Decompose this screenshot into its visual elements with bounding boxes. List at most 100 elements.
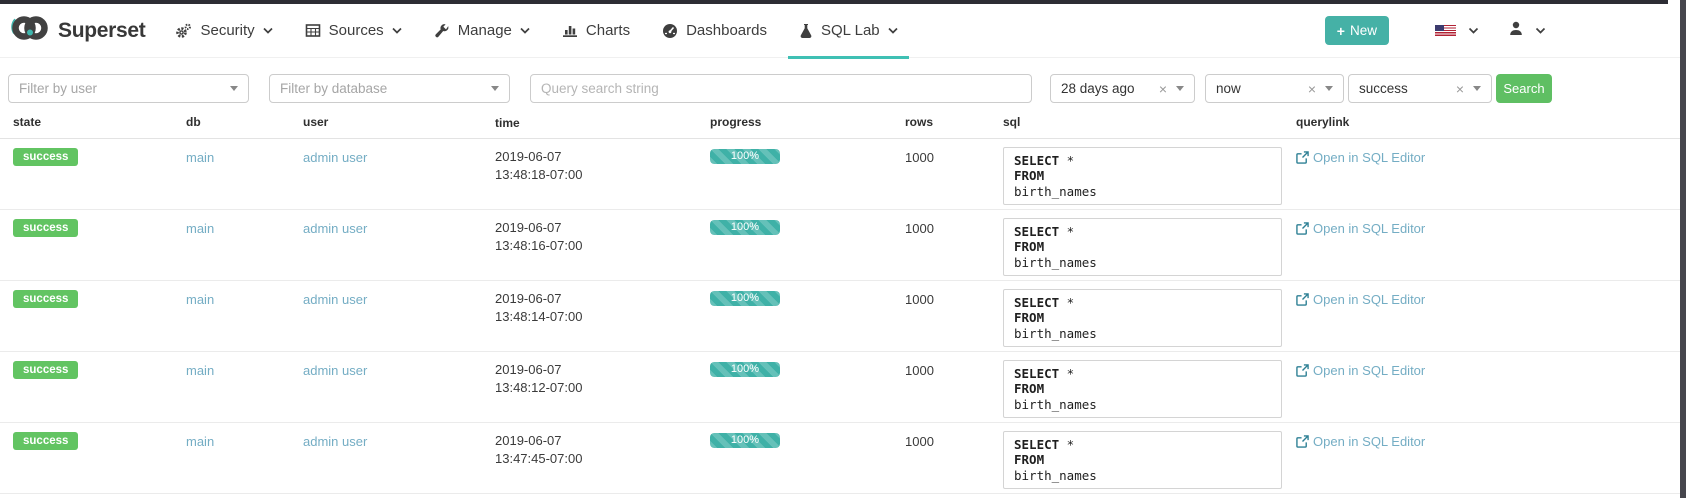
nav-item-label: Security <box>200 22 255 39</box>
sql-code-box: SELECT * FROM birth_names <box>1003 217 1282 277</box>
nav-item-dashboards[interactable]: Dashboards <box>646 4 783 58</box>
status-badge: success <box>13 360 79 379</box>
nav-item-label: Dashboards <box>686 22 767 39</box>
new-button-label: New <box>1349 23 1377 38</box>
state-cell: success <box>13 281 186 351</box>
progress-bar: 100% <box>710 148 780 164</box>
filter-by-user-placeholder: Filter by user <box>19 81 98 96</box>
open-in-sql-editor-link[interactable]: Open in SQL Editor <box>1296 150 1425 165</box>
dashboard-icon <box>662 23 678 39</box>
open-link-label: Open in SQL Editor <box>1313 291 1426 307</box>
navbar-right: + New <box>1324 16 1686 45</box>
infinity-logo-icon <box>10 13 50 48</box>
new-button[interactable]: + New <box>1324 16 1389 45</box>
superset-logo[interactable]: Superset <box>10 13 146 48</box>
query-table-header: state db user time progress rows sql que… <box>0 115 1686 139</box>
time-from-select[interactable]: 28 days ago × <box>1050 74 1195 103</box>
progress-bar: 100% <box>710 361 780 377</box>
open-link-label: Open in SQL Editor <box>1313 433 1426 449</box>
state-cell: success <box>13 423 186 493</box>
nav-item-sources[interactable]: Sources <box>289 4 418 58</box>
progress-bar: 100% <box>710 290 780 306</box>
progress-bar: 100% <box>710 219 780 235</box>
clear-icon[interactable]: × <box>1307 80 1316 97</box>
db-link[interactable]: main <box>186 149 215 165</box>
chevron-down-icon <box>392 27 402 34</box>
col-header-state: state <box>13 115 42 129</box>
language-selector[interactable] <box>1435 24 1479 37</box>
sql-keyword: SELECT <box>1014 294 1060 310</box>
chevron-down-icon <box>1535 27 1546 34</box>
filter-by-database-select[interactable]: Filter by database <box>269 74 510 103</box>
user-link[interactable]: admin user <box>303 220 368 236</box>
progress-cell: 100% <box>710 352 905 422</box>
status-badge: success <box>13 147 79 166</box>
sql-keyword: SELECT <box>1014 436 1060 452</box>
external-link-icon <box>1296 293 1309 306</box>
nav-item-label: Manage <box>457 22 512 39</box>
db-cell: main <box>186 352 303 422</box>
cogs-icon <box>175 23 192 39</box>
scrollbar[interactable] <box>1680 0 1686 498</box>
open-in-sql-editor-link[interactable]: Open in SQL Editor <box>1296 221 1425 236</box>
rows-cell: 1000 <box>905 433 934 449</box>
state-cell: success <box>13 210 186 280</box>
time-date: 2019-06-07 <box>495 290 562 306</box>
open-in-sql-editor-link[interactable]: Open in SQL Editor <box>1296 363 1425 378</box>
filter-bar: Filter by user Filter by database 28 day… <box>0 58 1686 103</box>
open-link-label: Open in SQL Editor <box>1313 362 1426 378</box>
sql-keyword: SELECT <box>1014 152 1060 168</box>
query-search-input[interactable] <box>530 74 1032 103</box>
sql-keyword: SELECT <box>1014 365 1060 381</box>
querylink-cell: Open in SQL Editor <box>1296 423 1686 493</box>
external-link-icon <box>1296 222 1309 235</box>
open-in-sql-editor-link[interactable]: Open in SQL Editor <box>1296 292 1425 307</box>
querylink-cell: Open in SQL Editor <box>1296 352 1686 422</box>
clear-icon[interactable]: × <box>1158 80 1167 97</box>
wrench-icon <box>434 23 450 39</box>
rows-cell: 1000 <box>905 220 934 236</box>
open-in-sql-editor-link[interactable]: Open in SQL Editor <box>1296 434 1425 449</box>
clear-icon[interactable]: × <box>1455 80 1464 97</box>
progress-track: 100% <box>710 290 780 306</box>
db-link[interactable]: main <box>186 362 215 378</box>
filter-by-user-select[interactable]: Filter by user <box>8 74 249 103</box>
time-date: 2019-06-07 <box>495 219 562 235</box>
user-link[interactable]: admin user <box>303 291 368 307</box>
sql-cell: SELECT * FROM birth_names <box>1003 281 1296 351</box>
search-button[interactable]: Search <box>1496 74 1552 103</box>
nav-item-sql-lab[interactable]: SQL Lab <box>783 4 914 59</box>
nav-item-security[interactable]: Security <box>159 4 288 58</box>
sql-keyword: FROM <box>1014 381 1045 397</box>
querylink-cell: Open in SQL Editor <box>1296 210 1686 280</box>
time-clock: 13:47:45-07:00 <box>495 450 583 466</box>
sql-code-box: SELECT * FROM birth_names <box>1003 146 1282 206</box>
querylink-cell: Open in SQL Editor <box>1296 281 1686 351</box>
db-link[interactable]: main <box>186 433 215 449</box>
open-link-label: Open in SQL Editor <box>1313 220 1426 236</box>
user-link[interactable]: admin user <box>303 362 368 378</box>
nav-item-label: SQL Lab <box>820 22 880 39</box>
user-link[interactable]: admin user <box>303 433 368 449</box>
sql-keyword: FROM <box>1014 452 1045 468</box>
bar-chart-icon <box>562 23 578 38</box>
time-to-select[interactable]: now × <box>1205 74 1344 103</box>
db-cell: main <box>186 423 303 493</box>
user-link[interactable]: admin user <box>303 149 368 165</box>
chevron-down-icon <box>1468 27 1479 34</box>
user-cell: admin user <box>303 352 495 422</box>
query-status-select[interactable]: success × <box>1348 74 1492 103</box>
user-menu[interactable] <box>1509 21 1546 41</box>
plus-icon: + <box>1336 22 1345 39</box>
time-from-value: 28 days ago <box>1061 81 1135 96</box>
nav-item-charts[interactable]: Charts <box>546 4 646 58</box>
rows-cell: 1000 <box>905 149 934 165</box>
sql-text: birth_names <box>1014 183 1097 199</box>
db-link[interactable]: main <box>186 291 215 307</box>
sql-keyword: FROM <box>1014 168 1045 184</box>
db-link[interactable]: main <box>186 220 215 236</box>
progress-cell: 100% <box>710 281 905 351</box>
time-date: 2019-06-07 <box>495 361 562 377</box>
nav-item-manage[interactable]: Manage <box>418 4 546 58</box>
